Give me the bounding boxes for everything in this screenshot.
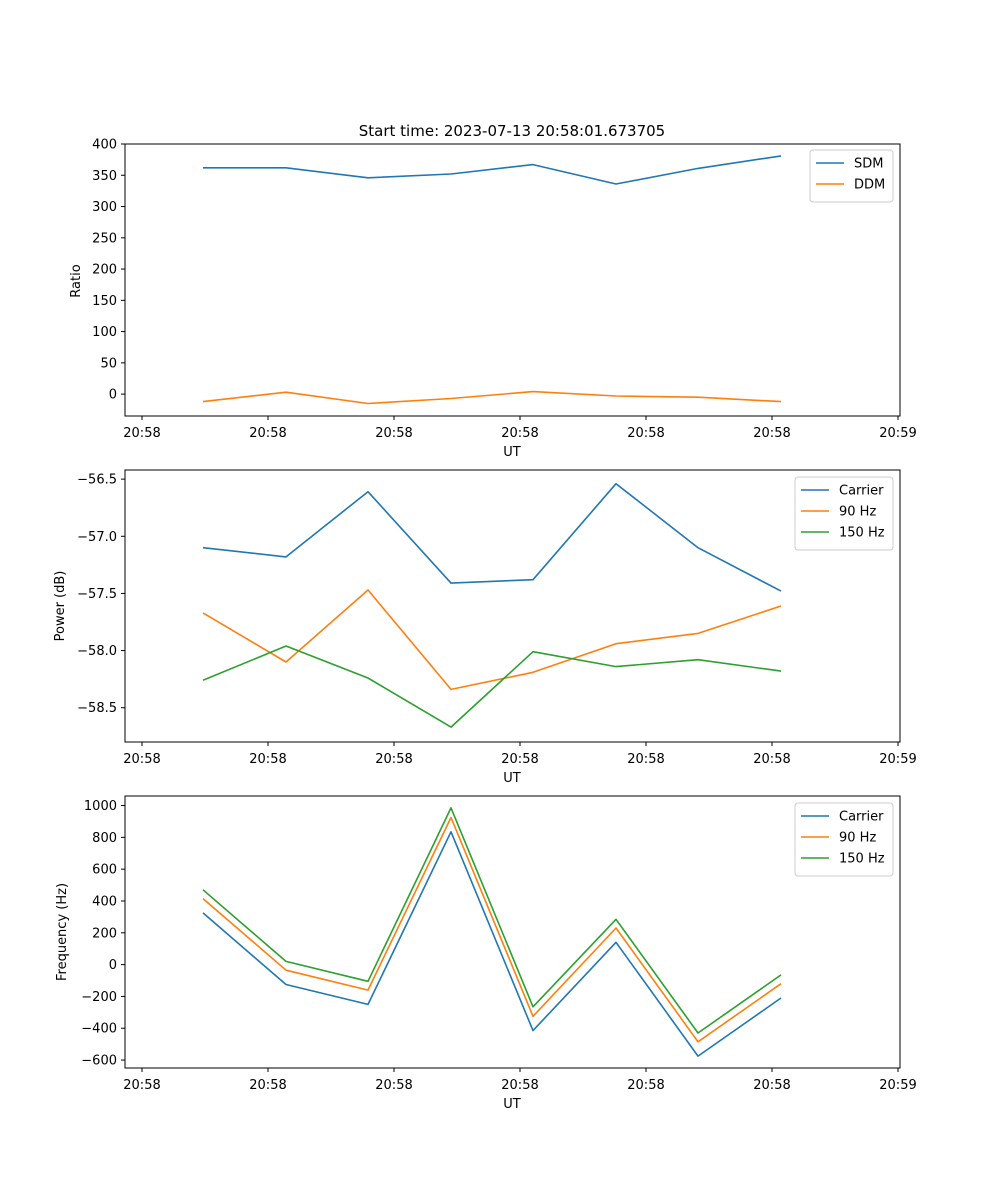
y-tick-label: −200 (81, 990, 117, 1005)
plot-area: 0 50 100 150 200 250 300 350 400 20:58 20:58 20:58 2… (92, 138, 917, 442)
x-tick-label: 20:58 (501, 426, 538, 441)
y-tick-label: 400 (92, 894, 117, 909)
axes-frame (124, 795, 901, 1069)
x-tick-label: 20:58 (375, 1078, 412, 1093)
y-tick-label: 250 (92, 231, 117, 246)
y-tick-label: 200 (92, 926, 117, 941)
x-axis-label: UT (503, 1097, 521, 1112)
x-tick-label: 20:58 (501, 1078, 538, 1093)
y-tick-label: 50 (100, 356, 117, 371)
series-line-carrier (202, 482, 782, 592)
series-line-90-hz (202, 589, 782, 691)
y-tick-label: −57.5 (77, 587, 117, 602)
x-tick-label: 20:58 (375, 426, 412, 441)
x-tick-label: 20:58 (123, 426, 160, 441)
axes-frame (124, 143, 901, 417)
y-tick-label: 0 (109, 388, 117, 403)
x-tick-label: 20:58 (501, 752, 538, 767)
series-line-sdm (203, 155, 782, 185)
series-line-ddm (202, 390, 782, 405)
x-tick-label: 20:58 (249, 752, 286, 767)
legend-entry: Carrier (839, 484, 884, 499)
legend: SDM DDM (809, 149, 894, 203)
y-tick-label: 150 (92, 294, 117, 309)
x-tick-label: 20:58 (753, 426, 790, 441)
legend-entry: 150 Hz (839, 526, 885, 541)
x-tick-label: 20:58 (375, 752, 412, 767)
x-tick-label: 20:58 (123, 752, 160, 767)
y-tick-label: −58.0 (77, 644, 117, 659)
chart-title: Start time: 2023-07-13 20:58:01.673705 (359, 122, 665, 140)
y-tick-label: −58.5 (77, 701, 117, 716)
x-axis-label: UT (503, 445, 521, 460)
y-tick-label: 400 (92, 138, 117, 153)
y-tick-label: 800 (92, 831, 117, 846)
axes-frame (124, 469, 901, 743)
y-tick-label: 300 (92, 200, 117, 215)
x-tick-label: 20:58 (753, 752, 790, 767)
y-axis-label: Frequency (Hz) (55, 883, 70, 981)
x-tick-label: 20:58 (123, 1078, 160, 1093)
ratio-panel: Start time: 2023-07-13 20:58:01.673705 R… (69, 122, 917, 460)
x-tick-label: 20:58 (627, 426, 664, 441)
y-tick-label: 1000 (84, 799, 117, 814)
y-tick-label: −57.0 (77, 530, 117, 545)
x-tick-label: 20:58 (753, 1078, 790, 1093)
y-tick-label: 100 (92, 325, 117, 340)
y-tick-label: 0 (109, 958, 117, 973)
y-axis-label: Ratio (69, 264, 84, 297)
legend: Carrier 90 Hz 150 Hz (794, 476, 894, 551)
x-tick-label: 20:58 (627, 752, 664, 767)
y-tick-label: −400 (81, 1022, 117, 1037)
legend: Carrier 90 Hz 150 Hz (794, 802, 894, 877)
x-tick-label: 20:59 (879, 752, 916, 767)
x-tick-label: 20:59 (879, 426, 916, 441)
x-tick-label: 20:58 (627, 1078, 664, 1093)
series-line-150-hz (202, 645, 782, 728)
series-line-carrier (202, 830, 782, 1057)
series-line-150-hz (202, 807, 782, 1034)
y-tick-label: −56.5 (77, 473, 117, 488)
y-tick-label: 350 (92, 169, 117, 184)
x-tick-label: 20:58 (249, 426, 286, 441)
x-tick-label: 20:58 (249, 1078, 286, 1093)
legend-entry: 90 Hz (839, 505, 876, 520)
y-tick-label: 600 (92, 863, 117, 878)
plot-area: −58.5 −58.0 −57.5 −57.0 −56.5 20:58 20:58 20:58… (77, 469, 917, 767)
frequency-panel: Frequency (Hz) UT −600 −400 −200 0 200 400 600… (55, 795, 917, 1112)
y-tick-label: −600 (81, 1054, 117, 1069)
y-tick-label: 200 (92, 263, 117, 278)
legend-entry: 90 Hz (839, 831, 876, 846)
legend-entry: Carrier (839, 810, 884, 825)
series-line-90-hz (202, 816, 782, 1043)
plot-area: −600 −400 −200 0 200 400 600 800 1000 20:58 20:58 2… (81, 795, 917, 1093)
legend-entry: DDM (854, 178, 885, 193)
y-axis-label: Power (dB) (53, 571, 68, 642)
power-panel: Power (dB) UT −58.5 −58.0 −57.5 −57.0 −56.5 2… (53, 469, 917, 786)
x-axis-label: UT (503, 771, 521, 786)
legend-entry: SDM (854, 157, 883, 172)
legend-entry: 150 Hz (839, 852, 885, 867)
x-tick-label: 20:59 (879, 1078, 916, 1093)
